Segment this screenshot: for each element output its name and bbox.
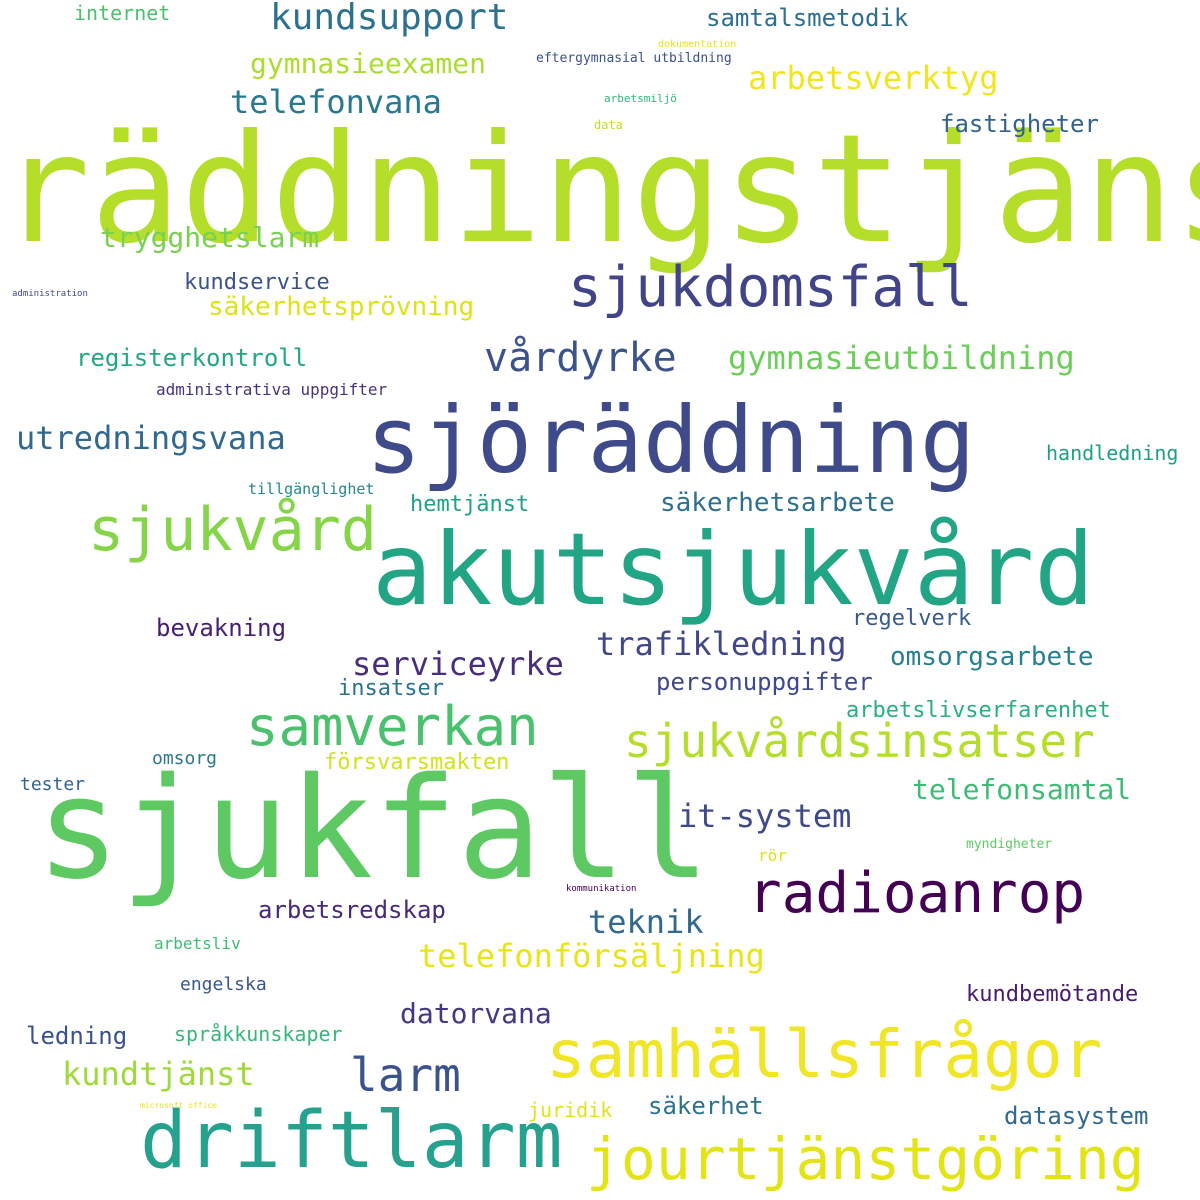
word: omsorg: [152, 748, 218, 769]
word: administration: [12, 289, 88, 299]
word: arbetslivserfarenhet: [846, 698, 1111, 723]
word: gymnasieexamen: [250, 47, 487, 80]
word: radioanrop: [748, 861, 1086, 926]
word: trafikledning: [596, 625, 847, 663]
word: engelska: [180, 974, 267, 995]
word: arbetsliv: [154, 934, 241, 953]
word: säkerhet: [648, 1092, 764, 1120]
word: telefonvana: [230, 83, 442, 121]
word: internet: [74, 1, 171, 25]
word: gymnasieutbildning: [728, 339, 1075, 377]
word: arbetsredskap: [258, 896, 446, 924]
word: jourtjänstgöring: [586, 1125, 1145, 1193]
word: larm: [350, 1048, 461, 1102]
word: fastigheter: [940, 110, 1099, 138]
word: administrativa uppgifter: [156, 380, 388, 399]
word: säkerhetsprövning: [208, 292, 475, 322]
word: räddningstjänst: [0, 103, 1200, 277]
word: myndigheter: [966, 837, 1053, 852]
word: akutsjukvård: [372, 511, 1095, 628]
word: driftlarm: [140, 1096, 563, 1186]
word: säkerhetsarbete: [660, 488, 895, 518]
word: datasystem: [1004, 1102, 1149, 1130]
word: regelverk: [852, 606, 972, 631]
word: utredningsvana: [16, 419, 286, 457]
word: sjukvårdsinsatser: [624, 714, 1095, 768]
word: språkkunskaper: [174, 1022, 343, 1046]
word: dokumentation: [658, 39, 737, 50]
word: kommunikation: [566, 884, 637, 894]
word: sjöräddning: [366, 387, 976, 494]
word: sjukfall: [36, 748, 711, 911]
word: insatser: [338, 676, 444, 701]
word: vårdyrke: [484, 335, 677, 381]
word: juridik: [528, 1098, 613, 1122]
word: tillgänglighet: [248, 480, 375, 498]
word: försvarsmakten: [324, 750, 510, 775]
word: teknik: [588, 903, 704, 941]
word: it-system: [678, 797, 852, 835]
word: samhällsfrågor: [546, 1016, 1103, 1093]
word: handledning: [1046, 441, 1179, 465]
word: personuppgifter: [656, 668, 873, 696]
word: eftergymnasial utbildning: [536, 51, 732, 66]
word: kundservice: [184, 270, 330, 295]
word: samtalsmetodik: [706, 4, 909, 32]
word: ledning: [26, 1022, 128, 1050]
word: omsorgsarbete: [890, 642, 1094, 672]
word: trygghetslarm: [100, 221, 320, 254]
word: arbetsmiljö: [604, 92, 677, 105]
word: serviceyrke: [352, 645, 564, 683]
word: datorvana: [400, 997, 552, 1030]
word: microsoft office: [140, 1101, 218, 1110]
word: kundtjänst: [62, 1055, 255, 1093]
word: data: [594, 118, 623, 132]
word: sjukdomsfall: [568, 255, 973, 320]
word: kundbemötande: [966, 982, 1139, 1007]
word: tester: [20, 774, 86, 795]
word: kundsupport: [270, 0, 509, 38]
word: hemtjänst: [410, 492, 530, 517]
word: samverkan: [246, 695, 539, 758]
word: sjukvård: [88, 495, 377, 565]
word: bevakning: [156, 614, 287, 642]
word: telefonsamtal: [912, 773, 1132, 806]
word: rör: [758, 846, 787, 865]
word: registerkontroll: [76, 344, 308, 372]
word: arbetsverktyg: [748, 59, 999, 97]
word: telefonförsäljning: [418, 937, 765, 975]
